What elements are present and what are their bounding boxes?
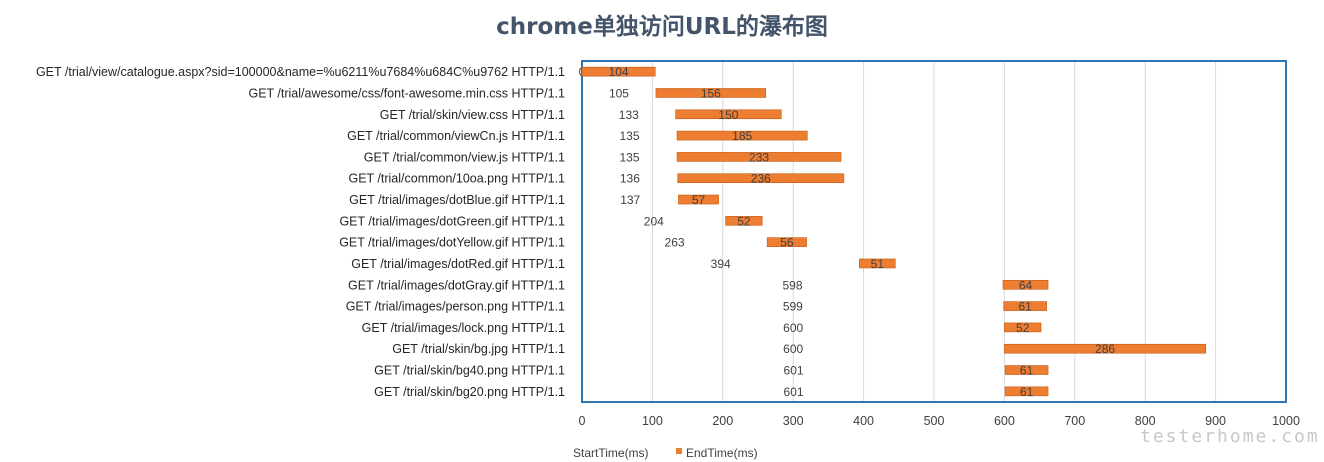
x-tick-label: 0 xyxy=(579,414,586,428)
category-label: GET /trial/common/10oa.png HTTP/1.1 xyxy=(348,172,565,186)
end-time-label: 286 xyxy=(1095,342,1115,356)
bars-layer: 0104105156133150135185135233136236137572… xyxy=(579,65,1207,399)
category-label: GET /trial/common/view.js HTTP/1.1 xyxy=(364,150,565,164)
category-label: GET /trial/images/person.png HTTP/1.1 xyxy=(346,300,565,314)
category-label: GET /trial/view/catalogue.aspx?sid=10000… xyxy=(36,65,565,79)
category-label: GET /trial/images/dotRed.gif HTTP/1.1 xyxy=(351,257,565,271)
end-time-bar xyxy=(1002,279,1049,290)
end-time-bar xyxy=(1004,386,1049,397)
x-tick-label: 1000 xyxy=(1272,414,1300,428)
end-time-label: 64 xyxy=(1019,278,1033,292)
end-time-label: 233 xyxy=(749,150,769,164)
end-time-label: 185 xyxy=(732,129,752,143)
category-label: GET /trial/awesome/css/font-awesome.min.… xyxy=(248,86,565,100)
end-time-label: 52 xyxy=(737,214,751,228)
legend-swatch-end xyxy=(676,448,682,454)
end-time-bar xyxy=(655,88,767,98)
end-time-label: 104 xyxy=(609,65,629,79)
category-label: GET /trial/skin/view.css HTTP/1.1 xyxy=(380,108,565,122)
category-label: GET /trial/common/viewCn.js HTTP/1.1 xyxy=(347,129,565,143)
start-time-label: 204 xyxy=(644,214,664,228)
category-labels: GET /trial/view/catalogue.aspx?sid=10000… xyxy=(36,65,565,399)
end-time-label: 52 xyxy=(1016,321,1030,335)
x-tick-label: 400 xyxy=(853,414,874,428)
plot-area-border xyxy=(581,60,1287,403)
category-label: GET /trial/images/dotBlue.gif HTTP/1.1 xyxy=(349,193,565,207)
end-time-bar xyxy=(676,130,808,141)
x-tick-label: 900 xyxy=(1205,414,1226,428)
end-time-label: 61 xyxy=(1020,385,1034,399)
category-label: GET /trial/skin/bg20.png HTTP/1.1 xyxy=(374,385,565,399)
start-time-label: 263 xyxy=(665,236,685,250)
category-label: GET /trial/images/dotGreen.gif HTTP/1.1 xyxy=(339,214,565,228)
start-time-label: 133 xyxy=(619,108,639,122)
end-time-bar xyxy=(1003,301,1047,311)
category-label: GET /trial/images/lock.png HTTP/1.1 xyxy=(362,321,565,335)
end-time-bar xyxy=(581,66,656,77)
end-time-label: 61 xyxy=(1018,300,1032,314)
category-label: GET /trial/skin/bg.jpg HTTP/1.1 xyxy=(392,342,565,356)
end-time-label: 150 xyxy=(718,108,738,122)
end-time-label: 236 xyxy=(751,172,771,186)
legend-item-end: EndTime(ms) xyxy=(686,446,758,460)
end-time-label: 51 xyxy=(871,257,885,271)
start-time-label: 137 xyxy=(620,193,640,207)
end-time-label: 61 xyxy=(1020,364,1034,378)
category-label: GET /trial/skin/bg40.png HTTP/1.1 xyxy=(374,364,565,378)
end-time-label: 56 xyxy=(780,236,794,250)
end-time-bar xyxy=(766,237,807,247)
x-tick-label: 600 xyxy=(994,414,1015,428)
end-time-bar xyxy=(675,109,782,120)
end-time-bar xyxy=(859,258,896,269)
start-time-label: 601 xyxy=(784,385,804,399)
watermark: testerhome.com xyxy=(1140,426,1320,447)
chart-title: chrome单独访问URL的瀑布图 xyxy=(496,13,828,40)
x-tick-label: 500 xyxy=(924,414,945,428)
x-tick-label: 700 xyxy=(1064,414,1085,428)
x-tick-label: 100 xyxy=(642,414,663,428)
start-time-label: 599 xyxy=(783,300,803,314)
end-time-bar xyxy=(678,194,719,205)
category-label: GET /trial/images/dotGray.gif HTTP/1.1 xyxy=(348,278,565,292)
x-tick-label: 200 xyxy=(712,414,733,428)
end-time-bar xyxy=(1004,343,1207,354)
start-time-label: 600 xyxy=(783,321,803,335)
legend-item-start: StartTime(ms) xyxy=(573,446,649,460)
start-time-label: 598 xyxy=(782,278,802,292)
end-time-label: 57 xyxy=(692,193,706,207)
end-time-bar xyxy=(1004,322,1042,333)
start-time-label: 394 xyxy=(711,257,731,271)
x-axis-ticks: 0 100 200 300 400 500 600 700 800 900 1000 xyxy=(579,414,1300,428)
end-time-bar xyxy=(676,152,842,162)
x-tick-label: 300 xyxy=(783,414,804,428)
end-time-bar xyxy=(1004,365,1049,375)
end-time-label: 156 xyxy=(701,86,721,100)
start-time-label: 601 xyxy=(784,364,804,378)
start-time-label: 135 xyxy=(620,129,640,143)
category-label: GET /trial/images/dotYellow.gif HTTP/1.1 xyxy=(339,236,565,250)
x-tick-label: 800 xyxy=(1135,414,1156,428)
start-time-label: 136 xyxy=(620,172,640,186)
legend: StartTime(ms) EndTime(ms) xyxy=(573,446,758,460)
start-time-label: 135 xyxy=(620,150,640,164)
start-time-label: 600 xyxy=(783,342,803,356)
end-time-bar xyxy=(677,173,845,184)
start-time-label: 105 xyxy=(609,86,629,100)
end-time-bar xyxy=(725,216,763,226)
